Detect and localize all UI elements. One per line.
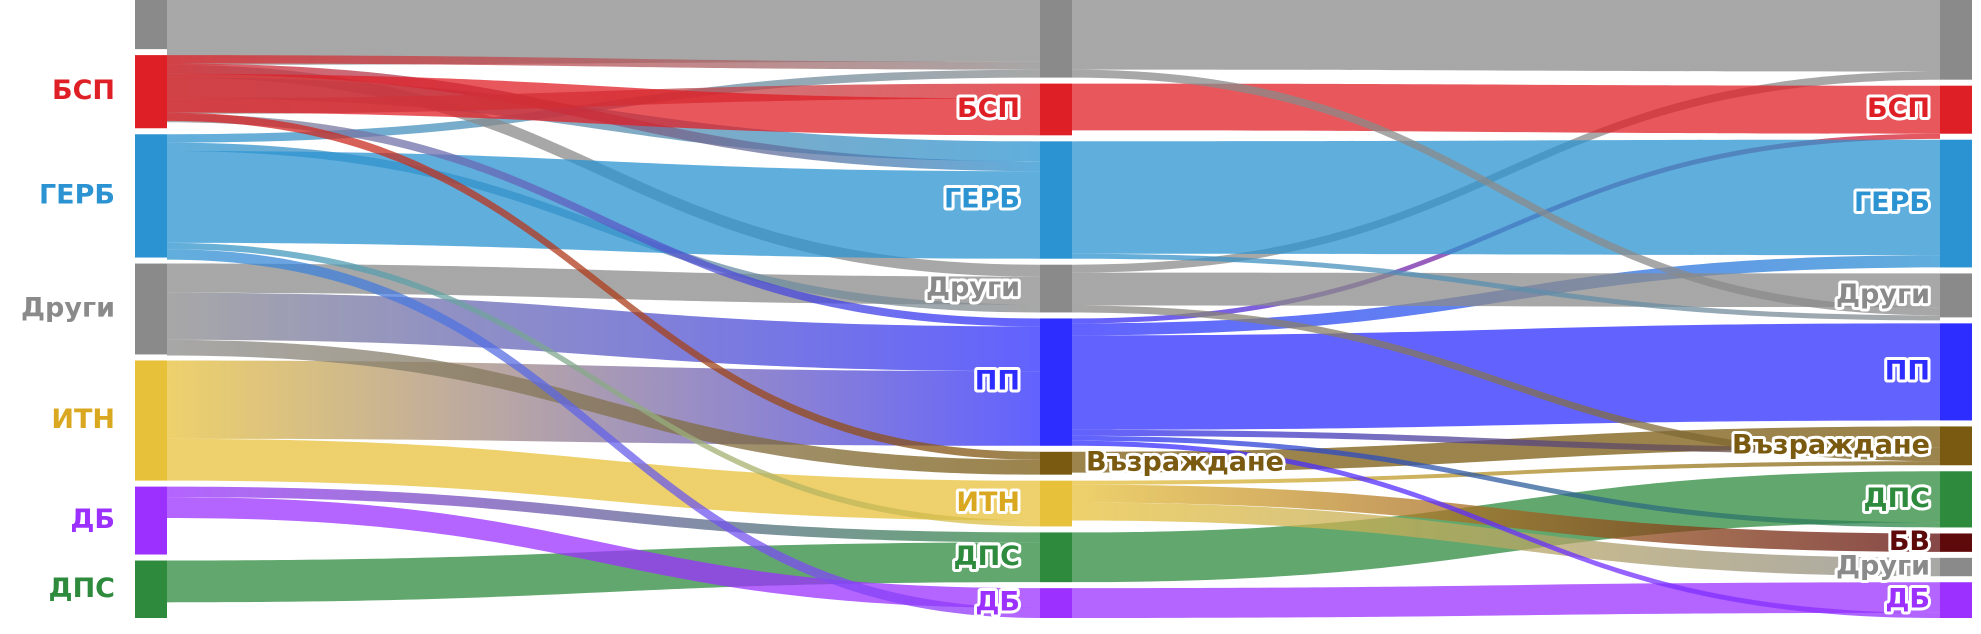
node-ГЕРБ <box>135 134 167 258</box>
sankey-labels: БСП ГЕРБ Други ИТН ДБ ДПС БСП ГЕРБ Други ПП Възраж… <box>18 72 1933 620</box>
link-БСП-to-БСП <box>1072 83 1940 134</box>
label-ПП: ПП <box>975 366 1020 397</box>
label-ДБ: ДБ <box>1885 584 1930 615</box>
link-ИТН-to-Други <box>1072 502 1940 577</box>
node-ПП <box>1040 318 1072 446</box>
link-ДБ-to-ДБ <box>1072 582 1940 618</box>
node-Други <box>1940 0 1972 80</box>
link-ПП-to-ПП <box>1072 323 1940 430</box>
link-ГЕРБ-to-ГЕРБ <box>1072 139 1940 256</box>
link-Други-to-ПП <box>167 113 1040 327</box>
link-БСП-to-БСП <box>167 73 1040 136</box>
label-ДПС: ДПС <box>954 541 1020 572</box>
link-ИТН-to-БВ <box>1072 484 1940 552</box>
link-Други-to-Други <box>1072 0 1940 72</box>
label-БСП: БСП <box>957 93 1020 124</box>
link-ДПС-to-ДПС <box>167 542 1040 603</box>
node-Други <box>1940 273 1972 318</box>
link-БСП-to-Други <box>167 55 1040 70</box>
label-БСП: БСП <box>1867 93 1930 124</box>
label-Възраждане: Възраждане <box>1086 447 1284 478</box>
link-ИТН-to-ИТН <box>167 438 1040 521</box>
label-Други: Други <box>1836 279 1930 310</box>
node-ИТН <box>135 360 167 481</box>
label-ИТН: ИТН <box>956 487 1020 518</box>
link-ПП-to-ДБ <box>1072 440 1940 618</box>
label-БСП: БСП <box>52 75 115 106</box>
node-Възраждане <box>1040 451 1072 475</box>
label-ГЕРБ: ГЕРБ <box>944 184 1020 215</box>
node-Други <box>135 0 167 50</box>
link-Други-to-Възраждане <box>167 339 1040 475</box>
link-ДБ-to-ДПС <box>167 486 1040 543</box>
link-Други-to-Други <box>1072 272 1940 308</box>
node-ДБ <box>1940 582 1972 618</box>
link-ГЕРБ-to-Други <box>1072 253 1940 321</box>
link-ГЕРБ-to-ГЕРБ <box>167 150 1040 259</box>
node-БСП <box>1040 83 1072 136</box>
node-ПП <box>1940 323 1972 421</box>
link-Други-to-Други <box>1072 69 1940 316</box>
node-ГЕРБ <box>1040 141 1072 259</box>
node-Други <box>1940 557 1972 577</box>
node-Други <box>135 263 167 355</box>
link-Други-to-Възраждане <box>1072 305 1940 462</box>
label-Други: Други <box>926 272 1020 303</box>
link-ГЕРБ-to-ИТН <box>167 242 1040 527</box>
node-ИТН <box>1040 480 1072 527</box>
node-Други <box>1040 264 1072 313</box>
node-БВ <box>1940 533 1972 552</box>
node-ДБ <box>1040 588 1072 618</box>
node-ДПС <box>135 560 167 618</box>
node-БСП <box>1940 85 1972 134</box>
label-ГЕРБ: ГЕРБ <box>39 179 115 210</box>
label-ДБ: ДБ <box>975 587 1020 618</box>
sankey-links <box>167 0 1940 618</box>
label-Други: Други <box>21 293 115 324</box>
link-БСП-to-Възраждане <box>167 112 1040 460</box>
node-БСП <box>135 55 167 129</box>
link-ГЕРБ-to-ДБ <box>167 249 1040 618</box>
node-ДПС <box>1940 471 1972 528</box>
node-ДБ <box>135 486 167 555</box>
link-Други-to-Други <box>167 0 1040 65</box>
node-Други <box>1040 0 1072 78</box>
node-ГЕРБ <box>1940 139 1972 268</box>
label-БВ: БВ <box>1889 526 1930 557</box>
label-ДБ: ДБ <box>70 504 115 535</box>
link-ДБ-to-ДБ <box>167 497 1040 609</box>
label-ИТН: ИТН <box>51 404 115 435</box>
label-ДПС: ДПС <box>1864 483 1930 514</box>
link-ИТН-to-Възраждане <box>1072 461 1940 485</box>
node-ДПС <box>1040 532 1072 583</box>
label-ГЕРБ: ГЕРБ <box>1854 187 1930 218</box>
label-Други: Други <box>1836 551 1930 582</box>
label-Възраждане: Възраждане <box>1732 429 1930 460</box>
sankey-nodes <box>135 0 1972 618</box>
node-Възраждане <box>1940 426 1972 466</box>
link-ПП-to-ДПС <box>1072 435 1940 528</box>
link-ПП-to-Възраждане <box>1072 429 1940 455</box>
label-ПП: ПП <box>1885 355 1930 386</box>
link-Други-to-ПП <box>167 292 1040 372</box>
label-ДПС: ДПС <box>49 573 115 604</box>
